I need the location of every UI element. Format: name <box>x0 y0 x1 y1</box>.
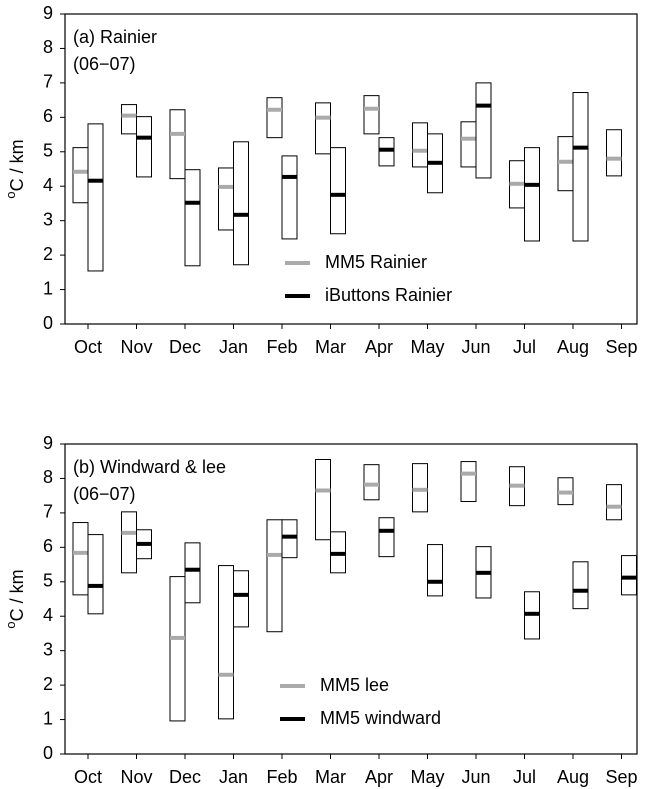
x-tick-label: Sep <box>605 337 637 357</box>
y-tick-label: 8 <box>43 37 53 57</box>
range-box <box>121 511 137 574</box>
y-tick-label: 9 <box>43 3 53 23</box>
range-box <box>606 484 622 521</box>
y-tick-label: 2 <box>43 674 53 694</box>
x-tick-label: Oct <box>74 337 102 357</box>
x-tick-label: Feb <box>266 767 297 787</box>
range-box <box>475 82 492 179</box>
y-tick-label: 3 <box>43 639 53 659</box>
range-box <box>266 519 283 633</box>
y-tick-label: 7 <box>43 502 53 522</box>
range-box <box>606 129 622 177</box>
legend-label: MM5 Rainier <box>325 252 427 272</box>
x-tick-label: Jan <box>219 767 248 787</box>
range-box <box>315 102 331 155</box>
legend-label: MM5 windward <box>320 708 441 728</box>
x-tick-label: Jun <box>461 767 490 787</box>
range-box <box>363 95 380 135</box>
x-tick-label: Jul <box>513 337 536 357</box>
x-tick-label: May <box>410 337 444 357</box>
x-tick-label: Mar <box>315 337 346 357</box>
range-box <box>363 464 380 501</box>
y-tick-label: 8 <box>43 467 53 487</box>
x-tick-label: Jan <box>219 337 248 357</box>
y-tick-label: 5 <box>43 141 53 161</box>
y-tick-label: 5 <box>43 571 53 591</box>
range-box <box>572 561 589 610</box>
x-tick-label: Oct <box>74 767 102 787</box>
y-axis-label: oC / km <box>3 569 26 628</box>
y-tick-label: 3 <box>43 209 53 229</box>
range-box <box>281 155 298 240</box>
x-tick-label: Dec <box>169 337 201 357</box>
range-box <box>218 565 234 720</box>
annotation: (b) Windward & lee <box>73 457 226 477</box>
y-tick-label: 4 <box>43 175 53 195</box>
range-box <box>460 461 477 503</box>
x-tick-label: Aug <box>557 767 589 787</box>
range-box <box>378 137 395 167</box>
range-box <box>572 92 589 242</box>
range-box <box>169 109 186 180</box>
x-tick-label: Dec <box>169 767 201 787</box>
range-box <box>169 576 186 722</box>
y-axis-label: oC / km <box>3 139 26 198</box>
range-box <box>233 570 249 628</box>
x-tick-label: Jul <box>513 767 536 787</box>
x-tick-label: Apr <box>365 767 393 787</box>
x-tick-label: May <box>410 767 444 787</box>
y-tick-label: 6 <box>43 536 53 556</box>
range-box <box>121 104 137 135</box>
plot-frame <box>64 443 638 755</box>
plot-frame <box>64 13 638 325</box>
y-axis-label-sup: o <box>3 191 18 198</box>
x-tick-label: Mar <box>315 767 346 787</box>
range-box <box>184 542 201 604</box>
range-box <box>412 463 428 513</box>
range-box <box>184 169 201 267</box>
y-tick-label: 2 <box>43 244 53 264</box>
x-tick-label: Nov <box>120 337 152 357</box>
y-axis-label-sup: o <box>3 621 18 628</box>
x-tick-label: Jun <box>461 337 490 357</box>
annotation: (a) Rainier <box>73 27 157 47</box>
annotation: (06−07) <box>73 54 136 74</box>
x-tick-label: Apr <box>365 337 393 357</box>
range-box <box>218 167 234 231</box>
range-box <box>460 121 477 168</box>
range-box <box>72 522 89 596</box>
y-tick-label: 9 <box>43 433 53 453</box>
range-box <box>72 147 89 204</box>
y-tick-label: 0 <box>43 743 53 763</box>
y-tick-label: 7 <box>43 72 53 92</box>
y-tick-label: 1 <box>43 708 53 728</box>
range-box <box>524 147 540 242</box>
range-box <box>266 97 283 139</box>
range-box <box>427 544 443 597</box>
x-tick-label: Sep <box>605 767 637 787</box>
range-box <box>412 122 428 168</box>
legend-label: iButtons Rainier <box>325 285 452 305</box>
range-box <box>233 141 249 266</box>
y-tick-label: 6 <box>43 106 53 126</box>
range-box <box>136 116 152 178</box>
annotation: (06−07) <box>73 484 136 504</box>
range-box <box>378 517 395 558</box>
range-box <box>87 534 104 615</box>
y-tick-label: 0 <box>43 313 53 333</box>
y-axis-label-text: C / km <box>7 139 27 191</box>
range-box <box>621 555 637 596</box>
range-box <box>87 123 104 272</box>
x-tick-label: Feb <box>266 337 297 357</box>
x-tick-label: Nov <box>120 767 152 787</box>
x-tick-label: Aug <box>557 337 589 357</box>
y-tick-label: 1 <box>43 278 53 298</box>
range-box <box>315 459 331 541</box>
range-box <box>281 519 298 559</box>
legend-label: MM5 lee <box>320 675 389 695</box>
y-axis-label-text: C / km <box>7 569 27 621</box>
y-tick-label: 4 <box>43 605 53 625</box>
range-box <box>330 147 346 235</box>
